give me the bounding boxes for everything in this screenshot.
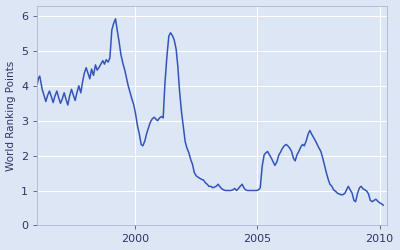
Y-axis label: World Ranking Points: World Ranking Points [6, 60, 16, 170]
